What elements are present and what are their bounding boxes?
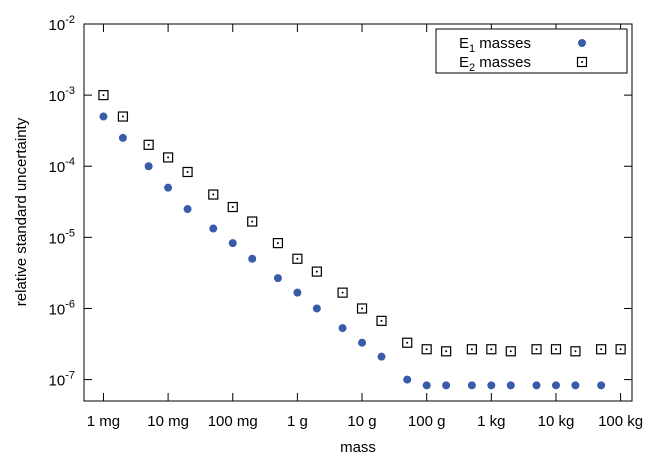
data-point xyxy=(98,90,109,101)
plot-frame xyxy=(83,23,633,402)
data-point xyxy=(183,205,192,214)
y-axis-title: relative standard uncertainty xyxy=(13,117,30,306)
data-point xyxy=(228,239,237,248)
data-point xyxy=(551,381,560,390)
data-point xyxy=(422,381,431,390)
y-tick-label: 10-3 xyxy=(49,85,75,105)
data-point xyxy=(292,253,303,264)
data-point xyxy=(486,344,497,355)
data-point xyxy=(550,344,562,355)
x-tick-label: 1 g xyxy=(287,413,308,430)
data-point xyxy=(531,344,542,355)
data-point xyxy=(570,346,581,357)
data-point xyxy=(311,266,322,277)
x-tick-label: 100 mg xyxy=(208,413,258,430)
axis-tick-labels: 1 mg 10 mg 100 mg 1 g 10 g 100 g 1 kg 10 kg 100 … xyxy=(49,14,644,430)
axis-ticks xyxy=(84,23,632,401)
data-point xyxy=(164,183,173,192)
legend-box xyxy=(435,28,628,74)
data-point xyxy=(163,152,174,163)
data-point xyxy=(506,381,515,390)
data-point xyxy=(615,344,626,355)
x-tick-label: 1 kg xyxy=(477,413,505,430)
data-point xyxy=(571,381,580,390)
data-point xyxy=(273,274,282,283)
data-point xyxy=(182,166,193,178)
data-point xyxy=(272,238,284,249)
data-point xyxy=(312,304,321,313)
data-point xyxy=(247,216,258,227)
data-point xyxy=(467,381,476,390)
data-point xyxy=(208,189,219,200)
y-tick-label: 10-4 xyxy=(49,156,75,176)
data-point xyxy=(576,56,588,68)
x-tick-label: 10 mg xyxy=(147,413,189,430)
data-point xyxy=(402,337,413,348)
data-points xyxy=(98,90,626,390)
x-axis-title: mass xyxy=(340,439,376,456)
data-point xyxy=(337,287,348,298)
data-point xyxy=(597,381,606,390)
data-point xyxy=(248,254,257,263)
data-point xyxy=(144,162,153,171)
data-point xyxy=(532,381,541,390)
data-point xyxy=(441,346,452,357)
y-tick-label: 10-2 xyxy=(49,14,75,34)
data-point xyxy=(209,224,218,233)
y-tick-label: 10-6 xyxy=(49,298,75,318)
data-point xyxy=(487,381,496,390)
data-point xyxy=(505,346,516,357)
series-points xyxy=(98,90,626,357)
data-point xyxy=(466,344,477,355)
data-point xyxy=(403,375,412,384)
y-tick-label: 10-7 xyxy=(49,370,75,390)
x-tick-label: 100 kg xyxy=(598,413,643,430)
data-point xyxy=(421,344,432,355)
data-point xyxy=(596,344,607,355)
y-tick-label: 10-5 xyxy=(49,227,75,247)
x-tick-label: 10 kg xyxy=(538,413,575,430)
data-point xyxy=(356,303,368,314)
data-point xyxy=(117,111,129,122)
data-point xyxy=(293,288,302,297)
data-point xyxy=(442,381,451,390)
data-point xyxy=(227,201,238,213)
data-point xyxy=(338,324,347,333)
x-tick-label: 1 mg xyxy=(87,413,120,430)
data-point xyxy=(376,315,387,326)
legend-label: E2 masses xyxy=(459,54,531,74)
series-points xyxy=(99,112,606,390)
data-point xyxy=(99,112,108,121)
data-point xyxy=(143,139,154,150)
data-point xyxy=(118,133,127,142)
x-tick-label: 100 g xyxy=(408,413,446,430)
data-point xyxy=(377,352,386,361)
data-point xyxy=(358,338,367,347)
x-tick-label: 10 g xyxy=(347,413,376,430)
legend-label: E1 masses xyxy=(459,35,531,55)
data-point xyxy=(578,39,586,47)
